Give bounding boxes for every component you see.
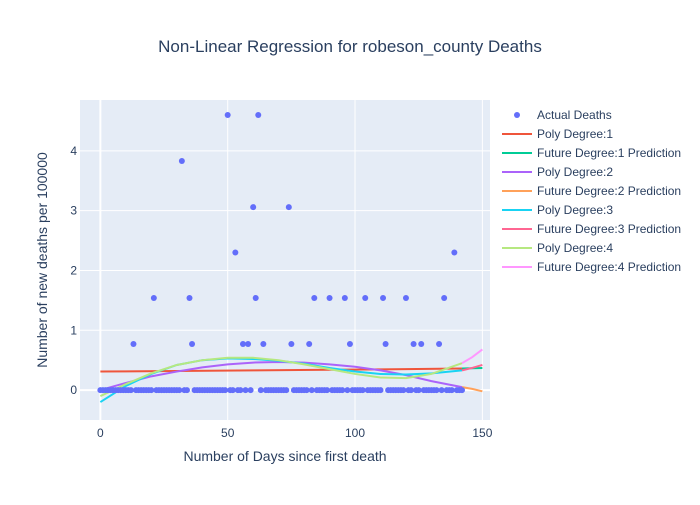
data-point [247, 387, 254, 394]
legend-item[interactable]: Future Degree:2 Prediction [502, 184, 681, 198]
data-point [380, 294, 387, 301]
data-point [189, 341, 196, 348]
data-point [183, 387, 190, 394]
data-point [303, 387, 310, 394]
data-point [436, 341, 443, 348]
data-point [410, 341, 417, 348]
data-point [306, 341, 313, 348]
data-point [377, 387, 384, 394]
y-tick-label: 3 [70, 204, 77, 218]
data-point [311, 294, 318, 301]
data-point [130, 341, 137, 348]
data-point [288, 341, 295, 348]
data-point [224, 111, 231, 118]
legend-label: Poly Degree:2 [537, 165, 613, 179]
data-point [415, 387, 422, 394]
data-point [448, 387, 455, 394]
chart-title: Non-Linear Regression for robeson_county… [158, 37, 542, 56]
data-point [127, 387, 134, 394]
data-point [339, 387, 346, 394]
data-point [362, 294, 369, 301]
data-point [346, 341, 353, 348]
data-point [433, 387, 440, 394]
data-point [148, 387, 155, 394]
data-point [232, 249, 239, 256]
data-point [150, 294, 157, 301]
legend-label: Future Degree:4 Prediction [537, 260, 681, 274]
data-point [257, 387, 264, 394]
y-tick-label: 0 [70, 383, 77, 397]
data-point [438, 387, 445, 394]
series-line-6 [99, 356, 463, 397]
data-point [250, 204, 257, 211]
data-point [186, 294, 193, 301]
legend-label: Poly Degree:1 [537, 127, 613, 141]
data-point [176, 387, 183, 394]
y-tick-label: 2 [70, 263, 77, 277]
data-point [239, 341, 246, 348]
data-point [344, 387, 351, 394]
plot-content [97, 111, 483, 403]
legend-item[interactable]: Poly Degree:4 [502, 241, 613, 255]
y-tick-label: 1 [70, 323, 77, 337]
plot-area [80, 100, 490, 420]
legend-item[interactable]: Poly Degree:3 [502, 203, 613, 217]
legend-label: Poly Degree:4 [537, 241, 613, 255]
data-point [285, 204, 292, 211]
data-point [341, 294, 348, 301]
legend-label: Actual Deaths [537, 108, 612, 122]
series-line-0 [100, 367, 463, 373]
axis-ticks: 0 50 100 150 0 1 2 3 4 [70, 144, 492, 440]
x-axis-title: Number of Days since first death [183, 448, 386, 464]
x-tick-label: 100 [345, 426, 365, 440]
x-tick-label: 0 [97, 426, 104, 440]
legend-item[interactable]: Future Degree:3 Prediction [502, 222, 681, 236]
grid-lines [80, 100, 490, 420]
legend-item[interactable]: Future Degree:4 Prediction [502, 260, 681, 274]
data-point [458, 387, 465, 394]
legend-label: Future Degree:3 Prediction [537, 222, 681, 236]
data-point [400, 387, 407, 394]
data-point [255, 111, 262, 118]
data-point [178, 158, 185, 165]
legend-label: Future Degree:1 Prediction [537, 146, 681, 160]
legend-label: Poly Degree:3 [537, 203, 613, 217]
legend-item[interactable]: Future Degree:1 Prediction [502, 146, 681, 160]
series-line-3 [461, 386, 483, 393]
data-point [252, 294, 259, 301]
y-tick-label: 4 [70, 144, 77, 158]
data-point [242, 387, 249, 394]
data-point [283, 387, 290, 394]
data-point [237, 387, 244, 394]
data-point [229, 387, 236, 394]
series-line-7 [461, 348, 483, 365]
data-point [222, 387, 229, 394]
data-point [451, 249, 458, 256]
data-point [308, 387, 315, 394]
legend-item[interactable]: Poly Degree:1 [502, 127, 613, 141]
legend-item[interactable]: Actual Deaths [514, 108, 612, 122]
legend-marker [514, 112, 520, 118]
data-point [245, 341, 252, 348]
y-axis-title: Number of new deaths per 100000 [34, 152, 50, 368]
x-tick-label: 50 [221, 426, 235, 440]
legend-label: Future Degree:2 Prediction [537, 184, 681, 198]
data-point [402, 294, 409, 301]
data-point [441, 294, 448, 301]
data-point [418, 341, 425, 348]
x-tick-label: 150 [472, 426, 492, 440]
series-line-5 [461, 364, 483, 372]
data-point [359, 387, 366, 394]
data-point [260, 341, 267, 348]
data-point [326, 294, 333, 301]
legend-item[interactable]: Poly Degree:2 [502, 165, 613, 179]
legend[interactable]: Actual Deaths Poly Degree:1 Future Degree:… [502, 108, 681, 274]
data-point [324, 387, 331, 394]
data-point [382, 341, 389, 348]
data-point [408, 387, 415, 394]
